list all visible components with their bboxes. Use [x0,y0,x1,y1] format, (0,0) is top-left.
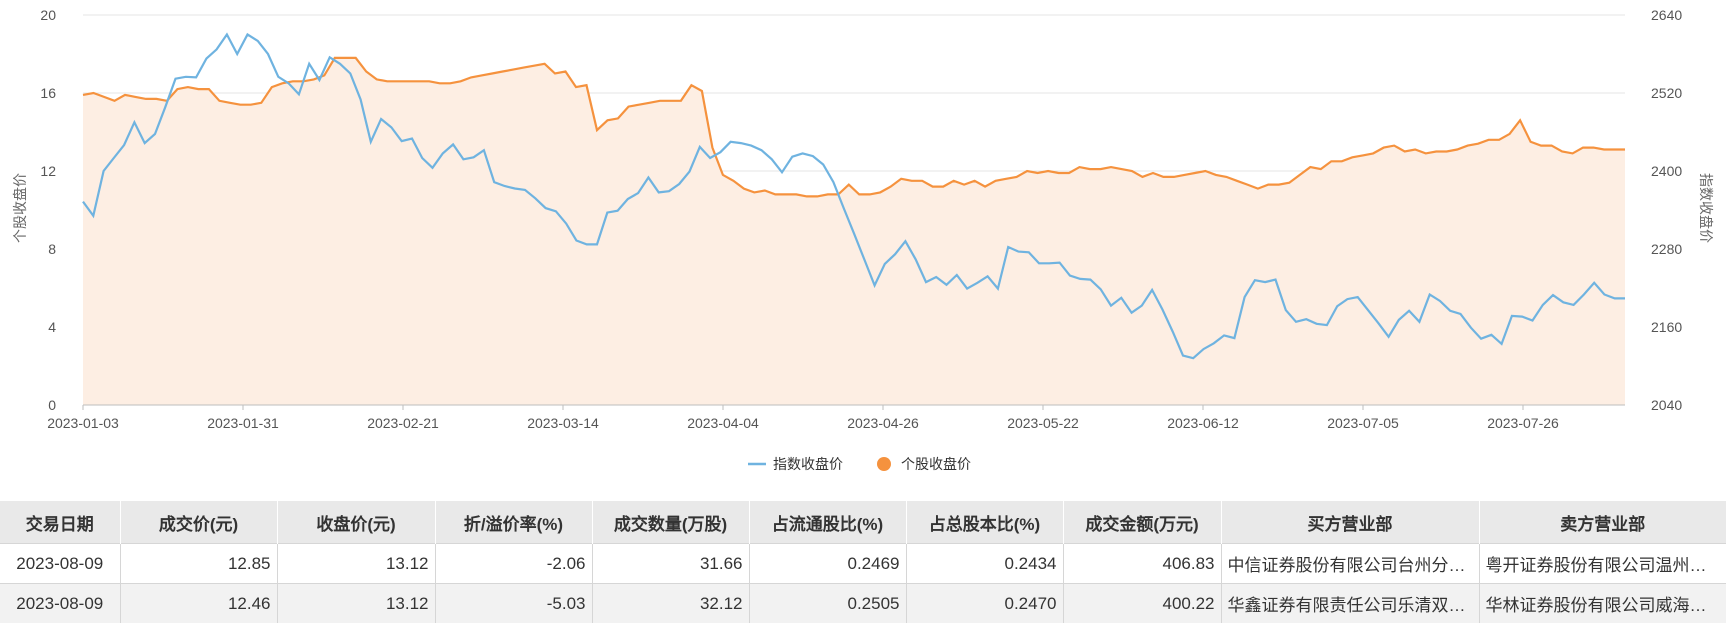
cell-trade-date: 2023-08-09 [0,544,120,584]
y-right-tick: 2520 [1651,85,1682,101]
x-tick: 2023-04-26 [847,415,919,431]
cell-trade-price: 12.46 [120,584,277,623]
header-premium-rate[interactable]: 折/溢价率(%) [435,501,592,544]
block-trade-table-container: 交易日期 成交价(元) 收盘价(元) 折/溢价率(%) 成交数量(万股) 占流通… [0,501,1726,623]
x-tick: 2023-05-22 [1007,415,1079,431]
block-trade-table: 交易日期 成交价(元) 收盘价(元) 折/溢价率(%) 成交数量(万股) 占流通… [0,501,1726,623]
cell-close-price: 13.12 [277,584,435,623]
cell-amount: 400.22 [1063,584,1221,623]
x-tick: 2023-07-26 [1487,415,1559,431]
cell-premium-rate: -5.03 [435,584,592,623]
y-left-tick: 4 [48,319,56,335]
legend-stock-swatch [877,457,891,471]
table-row: 2023-08-09 12.46 13.12 -5.03 32.12 0.250… [0,584,1726,623]
cell-amount: 406.83 [1063,544,1221,584]
header-trade-price[interactable]: 成交价(元) [120,501,277,544]
legend-item-index[interactable]: 指数收盘价 [748,456,843,472]
legend-index-label: 指数收盘价 [773,456,843,472]
header-buyer[interactable]: 买方营业部 [1221,501,1479,544]
x-tick: 2023-01-03 [47,415,119,431]
cell-seller[interactable]: 华林证券股份有限公司威海分公司 [1479,584,1726,623]
header-float-ratio[interactable]: 占流通股比(%) [749,501,906,544]
y-left-tick: 12 [40,163,56,179]
header-seller[interactable]: 卖方营业部 [1479,501,1726,544]
y-left-tick: 8 [48,241,56,257]
cell-seller[interactable]: 粤开证券股份有限公司温州分公司 [1479,544,1726,584]
header-trade-date[interactable]: 交易日期 [0,501,120,544]
x-tick: 2023-04-04 [687,415,759,431]
y-right-tick: 2400 [1651,163,1682,179]
x-tick: 2023-06-12 [1167,415,1239,431]
legend[interactable]: 指数收盘价 个股收盘价 [748,456,971,472]
y-right-tick: 2160 [1651,319,1682,335]
x-tick-labels: 2023-01-03 2023-01-31 2023-02-21 2023-03-14… [47,405,1559,431]
y-right-tick-labels: 2040 2160 2280 2400 2520 2640 [1651,7,1682,413]
cell-float-ratio: 0.2505 [749,584,906,623]
cell-trade-date: 2023-08-09 [0,584,120,623]
y-left-tick: 0 [48,397,56,413]
cell-trade-price: 12.85 [120,544,277,584]
cell-buyer[interactable]: 中信证券股份有限公司台州分公司 [1221,544,1479,584]
chart: 0 4 8 12 16 20 2040 2160 2280 2400 2520 2640 2023-… [0,0,1726,495]
header-total-ratio[interactable]: 占总股本比(%) [906,501,1063,544]
cell-volume: 32.12 [592,584,749,623]
table-header-row: 交易日期 成交价(元) 收盘价(元) 折/溢价率(%) 成交数量(万股) 占流通… [0,501,1726,544]
header-close-price[interactable]: 收盘价(元) [277,501,435,544]
legend-item-stock[interactable]: 个股收盘价 [877,456,971,472]
y-right-tick: 2640 [1651,7,1682,23]
cell-volume: 31.66 [592,544,749,584]
x-tick: 2023-02-21 [367,415,439,431]
y-left-axis-title: 个股收盘价 [12,173,28,243]
y-right-tick: 2040 [1651,397,1682,413]
cell-float-ratio: 0.2469 [749,544,906,584]
cell-total-ratio: 0.2470 [906,584,1063,623]
header-amount[interactable]: 成交金额(万元) [1063,501,1221,544]
y-left-tick: 20 [40,7,56,23]
cell-close-price: 13.12 [277,544,435,584]
cell-buyer[interactable]: 华鑫证券有限责任公司乐清双雁路证券营业部 [1221,584,1479,623]
x-tick: 2023-07-05 [1327,415,1399,431]
x-tick: 2023-03-14 [527,415,599,431]
legend-stock-label: 个股收盘价 [901,456,971,472]
table-row: 2023-08-09 12.85 13.12 -2.06 31.66 0.246… [0,544,1726,584]
y-left-tick-labels: 0 4 8 12 16 20 [40,7,56,413]
y-right-axis-title: 指数收盘价 [1698,173,1714,243]
y-right-tick: 2280 [1651,241,1682,257]
header-volume[interactable]: 成交数量(万股) [592,501,749,544]
cell-total-ratio: 0.2434 [906,544,1063,584]
y-left-tick: 16 [40,85,56,101]
cell-premium-rate: -2.06 [435,544,592,584]
x-tick: 2023-01-31 [207,415,279,431]
